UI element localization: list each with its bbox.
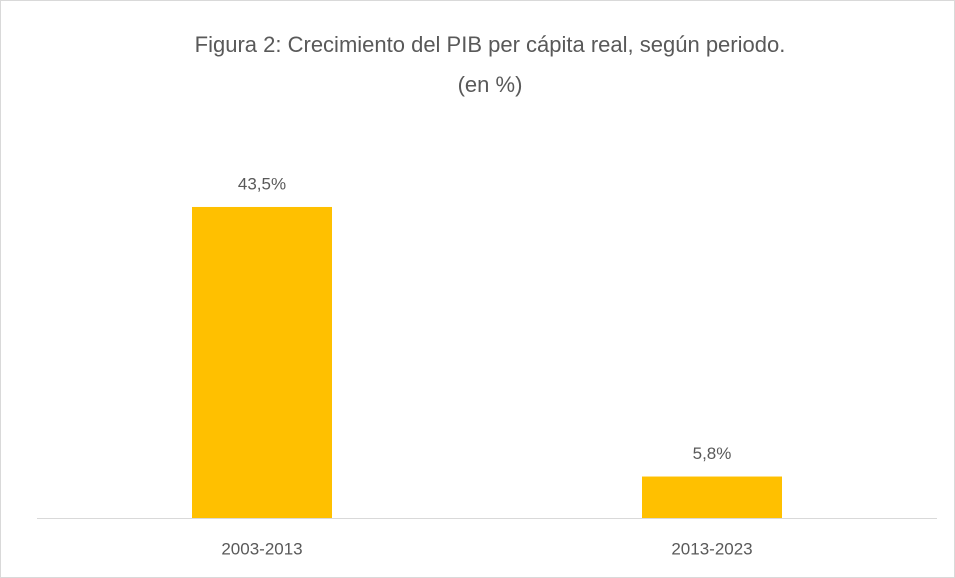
- data-label: 5,8%: [693, 444, 732, 463]
- chart-title: Figura 2: Crecimiento del PIB per cápita…: [195, 32, 786, 57]
- data-label: 43,5%: [238, 174, 286, 193]
- x-tick-label: 2003-2013: [221, 539, 302, 558]
- bar: [642, 476, 782, 518]
- bar: [192, 206, 332, 518]
- x-tick-label: 2013-2023: [671, 539, 752, 558]
- chart-subtitle: (en %): [458, 72, 523, 97]
